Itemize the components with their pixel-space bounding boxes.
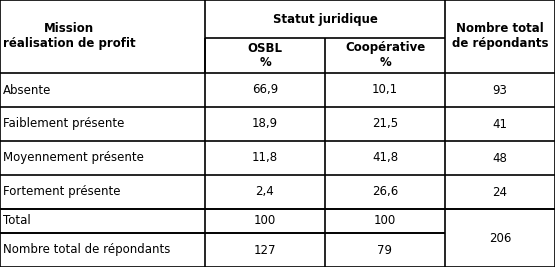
Text: Mission
réalisation de profit: Mission réalisation de profit: [3, 22, 135, 50]
Text: 26,6: 26,6: [372, 186, 398, 198]
Text: 10,1: 10,1: [372, 84, 398, 96]
Text: Coopérative
%: Coopérative %: [345, 41, 425, 69]
Text: Absente: Absente: [3, 84, 52, 96]
Text: Fortement présente: Fortement présente: [3, 186, 120, 198]
Text: 127: 127: [254, 244, 276, 257]
Text: 21,5: 21,5: [372, 117, 398, 131]
Text: 206: 206: [489, 231, 511, 245]
Text: 100: 100: [254, 214, 276, 227]
Text: 41,8: 41,8: [372, 151, 398, 164]
Text: OSBL
%: OSBL %: [248, 41, 282, 69]
Text: 18,9: 18,9: [252, 117, 278, 131]
Text: 100: 100: [374, 214, 396, 227]
Text: Nombre total de répondants: Nombre total de répondants: [3, 244, 170, 257]
Text: 11,8: 11,8: [252, 151, 278, 164]
Text: 48: 48: [493, 151, 507, 164]
Text: Total: Total: [3, 214, 31, 227]
Text: Nombre total
de répondants: Nombre total de répondants: [452, 22, 548, 50]
Text: 24: 24: [492, 186, 507, 198]
Text: 93: 93: [493, 84, 507, 96]
Text: Statut juridique: Statut juridique: [273, 13, 377, 26]
Text: Faiblement présente: Faiblement présente: [3, 117, 124, 131]
Text: Moyennement présente: Moyennement présente: [3, 151, 144, 164]
Text: 41: 41: [492, 117, 507, 131]
Text: 66,9: 66,9: [252, 84, 278, 96]
Text: 79: 79: [377, 244, 392, 257]
Text: 2,4: 2,4: [256, 186, 274, 198]
